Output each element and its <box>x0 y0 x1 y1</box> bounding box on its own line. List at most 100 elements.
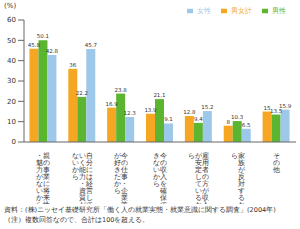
svg-text:50.1: 50.1 <box>37 33 49 39</box>
svg-text:15.9: 15.9 <box>279 103 292 109</box>
svg-text:の: の <box>43 159 51 167</box>
html-text:男性: 男性 <box>272 7 286 15</box>
svg-text:ら: ら <box>72 173 79 181</box>
svg-text:か: か <box>71 166 79 174</box>
svg-text:が: が <box>114 152 122 160</box>
svg-text:8: 8 <box>226 119 230 125</box>
svg-text:ら: ら <box>36 201 43 204</box>
svg-text:に: に <box>85 166 93 174</box>
svg-text:50: 50 <box>7 37 16 45</box>
svg-text:好: 好 <box>114 159 122 167</box>
html-text:男女計: 男女計 <box>231 7 252 15</box>
svg-text:分: 分 <box>85 159 93 167</box>
svg-text:い: い <box>36 187 44 195</box>
svg-text:10: 10 <box>7 118 16 126</box>
svg-text:45.8: 45.8 <box>28 42 41 48</box>
svg-text:業: 業 <box>43 173 51 181</box>
svg-text:魅: 魅 <box>36 159 44 167</box>
svg-text:の: の <box>121 159 129 167</box>
svg-text:力: 力 <box>36 166 44 174</box>
svg-text:30: 30 <box>7 77 16 85</box>
html-text:女性: 女性 <box>197 7 211 15</box>
svg-text:な: な <box>71 152 79 160</box>
svg-text:い: い <box>78 152 86 160</box>
svg-text:が: が <box>36 173 44 181</box>
svg-text:業: 業 <box>121 194 129 202</box>
svg-text:者: 者 <box>202 166 210 174</box>
svg-text:が: が <box>79 201 87 204</box>
svg-text:42.8: 42.8 <box>46 48 59 54</box>
svg-text:12.8: 12.8 <box>183 109 196 115</box>
svg-text:家: 家 <box>237 152 245 160</box>
svg-text:か: か <box>114 180 122 188</box>
svg-text:質: 質 <box>78 194 86 202</box>
svg-text:事: 事 <box>121 173 129 181</box>
svg-text:22.2: 22.2 <box>76 90 88 96</box>
svg-text:ら: ら <box>114 187 121 195</box>
svg-text:仕: 仕 <box>121 166 129 174</box>
svg-text:経: 経 <box>85 180 93 188</box>
svg-text:て: て <box>195 180 203 188</box>
svg-text:21.1: 21.1 <box>153 92 165 98</box>
svg-text:20: 20 <box>7 98 16 106</box>
svg-text:10.3: 10.3 <box>231 114 244 120</box>
svg-text:60: 60 <box>7 16 16 24</box>
svg-text:安: 安 <box>195 159 203 167</box>
svg-text:の: の <box>202 173 210 181</box>
svg-text:は: は <box>85 173 93 181</box>
svg-text:が: が <box>195 152 203 160</box>
svg-text:入: 入 <box>202 201 209 204</box>
svg-text:て: て <box>86 201 93 204</box>
svg-text:0: 0 <box>12 138 16 146</box>
svg-text:ら: ら <box>231 152 238 160</box>
svg-text:36: 36 <box>69 62 76 68</box>
svg-text:15.2: 15.2 <box>201 104 213 110</box>
svg-text:か: か <box>238 201 245 204</box>
svg-text:13.9: 13.9 <box>144 107 157 113</box>
svg-text:か: か <box>36 194 44 202</box>
svg-text:今: 今 <box>121 152 129 160</box>
svg-text:40: 40 <box>7 57 16 65</box>
svg-text:9.4: 9.4 <box>194 116 203 122</box>
svg-text:る: る <box>195 194 203 202</box>
svg-text:45.7: 45.7 <box>85 42 98 48</box>
svg-text:23.8: 23.8 <box>115 87 128 93</box>
svg-text:性: 性 <box>42 201 50 204</box>
svg-text:能: 能 <box>78 166 86 174</box>
svg-text:し: し <box>195 173 203 181</box>
svg-text:雇: 雇 <box>202 152 210 160</box>
svg-text:ら: ら <box>153 180 160 188</box>
svg-text:営: 営 <box>85 187 93 195</box>
svg-text:9.1: 9.1 <box>164 116 173 122</box>
svg-text:で: で <box>160 201 168 204</box>
svg-text:企: 企 <box>121 187 129 195</box>
svg-text:12.3: 12.3 <box>124 110 137 116</box>
svg-text:か: か <box>195 201 202 204</box>
svg-text:将: 将 <box>43 187 51 195</box>
svg-text:等: 等 <box>121 201 128 204</box>
svg-text:用: 用 <box>202 159 210 167</box>
svg-text:方: 方 <box>202 180 210 188</box>
svg-text:事: 事 <box>43 166 51 174</box>
svg-text:ら: ら <box>188 152 195 160</box>
svg-text:自: 自 <box>85 152 93 160</box>
svg-text:な: な <box>36 180 44 188</box>
svg-text:収: 収 <box>202 194 210 202</box>
svg-text:定: 定 <box>195 166 203 174</box>
svg-text:い: い <box>195 187 203 195</box>
svg-text:し: し <box>85 194 93 202</box>
svg-text:い: い <box>71 159 79 167</box>
svg-text:が: が <box>202 187 210 195</box>
svg-text:く: く <box>78 159 86 167</box>
svg-text:6.5: 6.5 <box>242 122 251 128</box>
svg-text:力: 力 <box>78 173 86 181</box>
svg-text:に: に <box>43 180 51 188</box>
svg-text:親: 親 <box>43 152 51 160</box>
svg-text:他: 他 <box>273 166 280 174</box>
svg-text:き: き <box>114 166 122 174</box>
svg-text:来: 来 <box>43 194 51 202</box>
svg-text:族: 族 <box>237 159 245 167</box>
svg-text:資: 資 <box>78 187 86 195</box>
svg-text:16.9: 16.9 <box>106 101 119 107</box>
svg-text:だ: だ <box>114 173 122 181</box>
